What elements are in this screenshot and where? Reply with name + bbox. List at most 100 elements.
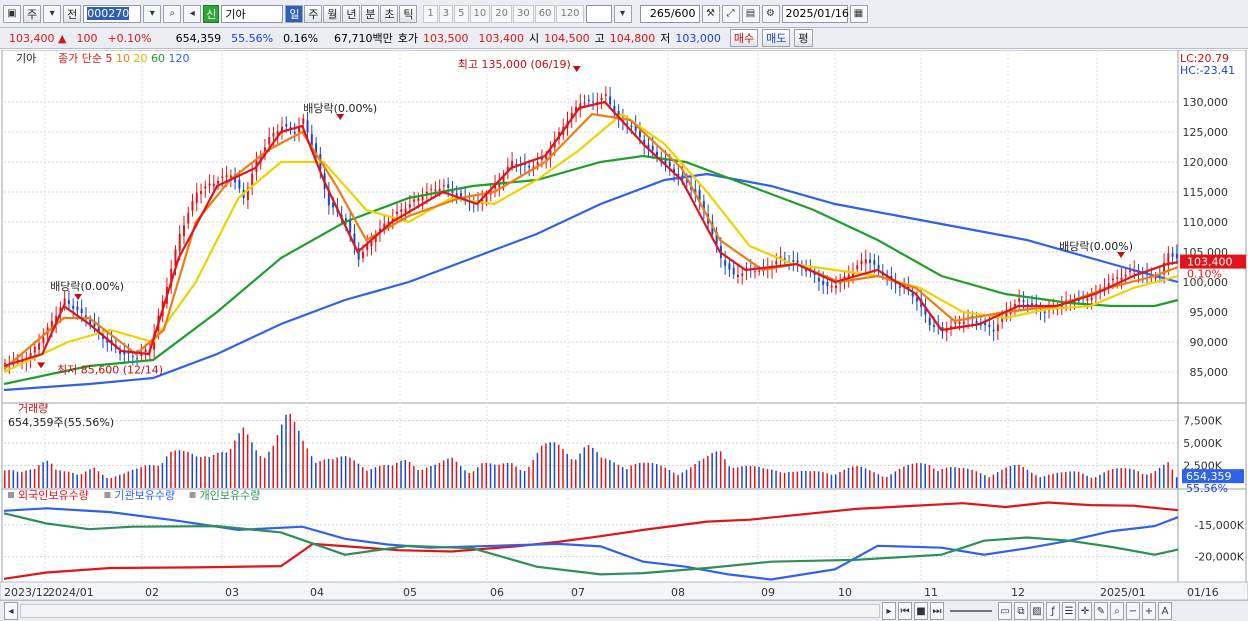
crosshair-icon[interactable]: ✛ — [1078, 602, 1092, 620]
candle-body — [502, 175, 505, 182]
speaker-icon[interactable]: ◂ — [183, 4, 202, 23]
candle-body — [447, 184, 450, 188]
x-tick-label: 11 — [924, 586, 938, 599]
tab-minute[interactable]: 5 — [454, 4, 469, 23]
candle-body — [455, 193, 458, 196]
volume-bar — [259, 456, 262, 488]
count-input[interactable]: 265/600 — [639, 4, 700, 23]
first-icon[interactable]: ⏮ — [898, 602, 912, 620]
scroll-left-icon[interactable]: ◂ — [4, 602, 18, 620]
gear-icon[interactable]: ⚙ — [761, 4, 780, 23]
draw-icon[interactable]: ✎ — [1094, 602, 1108, 620]
candle-body — [63, 298, 66, 306]
count-total: /600 — [670, 7, 696, 20]
candle-body — [575, 107, 578, 113]
tab-period[interactable]: 초 — [380, 4, 399, 23]
volume-bar — [924, 463, 926, 488]
volume-bar — [67, 471, 70, 488]
tab-minute[interactable]: 1 — [423, 4, 438, 23]
stock-name[interactable]: 기아 — [221, 4, 284, 23]
tab-period[interactable]: 분 — [361, 4, 380, 23]
volume-bar — [992, 474, 995, 488]
candle-body — [119, 351, 122, 354]
calendar-icon[interactable]: ▦ — [849, 4, 868, 23]
scroll-track[interactable] — [20, 604, 880, 618]
chevron-down-icon[interactable]: ▾ — [143, 4, 162, 23]
draw-tool-icon[interactable]: ⤢ — [721, 4, 740, 23]
buy-button[interactable]: 매수 — [729, 29, 759, 47]
last-icon[interactable]: ⏭ — [930, 602, 944, 620]
volume-bar — [131, 469, 134, 488]
tab-minute[interactable]: 3 — [438, 4, 454, 23]
font-icon[interactable]: A — [1158, 602, 1172, 620]
save-icon[interactable]: ▤ — [741, 4, 760, 23]
count-value: 265 — [649, 7, 671, 20]
volume-bar — [55, 469, 57, 488]
bid-price: 103,400 — [478, 31, 525, 45]
stop-icon[interactable]: ■ — [914, 602, 928, 620]
candle-body — [378, 228, 381, 234]
tab-minute[interactable]: 10 — [469, 4, 491, 23]
chart-area[interactable]: 85,00090,00095,000100,000105,000110,0001… — [0, 50, 1248, 600]
candle-body — [1158, 274, 1161, 276]
image-icon[interactable]: ▨ — [1030, 602, 1044, 620]
price-tick-label: 85,000 — [1190, 366, 1229, 379]
series-lines — [3, 100, 1179, 581]
candle-body — [698, 190, 701, 201]
volume-bar — [975, 471, 978, 488]
dropdown-icon[interactable]: ▾ — [613, 4, 632, 23]
candle-body — [306, 120, 309, 133]
volume-bar — [80, 474, 83, 488]
list-icon[interactable]: ☰ — [1062, 602, 1076, 620]
volume-bar — [928, 465, 931, 488]
price-tick-label: 115,000 — [1183, 186, 1229, 199]
candle-body — [229, 175, 232, 179]
candle-body — [741, 273, 744, 276]
tab-period[interactable]: 주 — [304, 4, 323, 23]
tab-minute[interactable]: 60 — [534, 4, 556, 23]
volume-bar — [817, 471, 820, 488]
candle-body — [1022, 300, 1025, 303]
bottom-scrollbar[interactable]: ◂ ▸ ⏮ ■ ⏭ ▭ ⧉ ▨ ƒ ☰ ✛ ✎ ⌕ − + A — [0, 600, 1248, 621]
window-icon[interactable]: ▣ — [3, 4, 21, 23]
candle-body — [604, 94, 607, 96]
prev-button[interactable]: 전 — [63, 4, 82, 23]
zoom-in-icon[interactable]: + — [1142, 602, 1156, 620]
tab-period[interactable]: 틱 — [399, 4, 418, 23]
volume-bar — [873, 472, 875, 488]
zoom-out-icon[interactable]: − — [1126, 602, 1140, 620]
date-input[interactable]: 2025/01/16 — [781, 4, 849, 23]
annotation-marker — [37, 362, 46, 369]
settings-candle-icon[interactable]: ⚒ — [701, 4, 720, 23]
dropdown-icon[interactable]: ▾ — [43, 4, 62, 23]
sell-button[interactable]: 매도 — [762, 29, 791, 47]
tab-minute[interactable]: 30 — [512, 4, 534, 23]
unit-select[interactable] — [585, 4, 612, 23]
candle-body — [442, 185, 445, 187]
tab-period[interactable]: 월 — [323, 4, 342, 23]
volume-bar — [1171, 469, 1174, 488]
magnifier-icon[interactable]: ⌕ — [1110, 602, 1124, 620]
candle-body — [928, 317, 931, 326]
candle-body — [187, 212, 190, 224]
volume-tag-box — [1182, 469, 1244, 484]
code-input[interactable]: 000270 — [83, 4, 142, 23]
volume-bar — [638, 462, 641, 488]
tab-period[interactable]: 일 — [285, 4, 304, 23]
candle-body — [924, 306, 927, 315]
tab-minute[interactable]: 20 — [491, 4, 512, 23]
tab-period[interactable]: 년 — [342, 4, 361, 23]
volume-bar — [289, 413, 292, 488]
period-type-button[interactable]: 주 — [23, 4, 42, 23]
eval-button[interactable]: 평 — [794, 29, 813, 47]
copy-icon[interactable]: ⧉ — [1014, 602, 1028, 620]
layout-icon[interactable]: ▭ — [998, 602, 1012, 620]
candle-body — [1065, 300, 1068, 302]
zoom-slider[interactable] — [950, 610, 992, 612]
fx-icon[interactable]: ƒ — [1046, 602, 1060, 620]
volume-bar — [447, 458, 449, 488]
scroll-right-icon[interactable]: ▸ — [882, 602, 896, 620]
candle-body — [984, 322, 987, 325]
tab-minute[interactable]: 120 — [556, 4, 584, 23]
search-icon[interactable]: ⌕ — [163, 4, 182, 23]
